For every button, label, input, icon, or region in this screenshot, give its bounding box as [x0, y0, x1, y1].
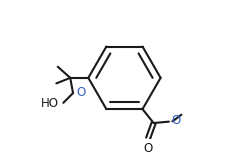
Text: O: O	[77, 86, 86, 99]
Text: HO: HO	[41, 97, 59, 110]
Text: O: O	[171, 114, 180, 127]
Text: O: O	[143, 142, 153, 155]
